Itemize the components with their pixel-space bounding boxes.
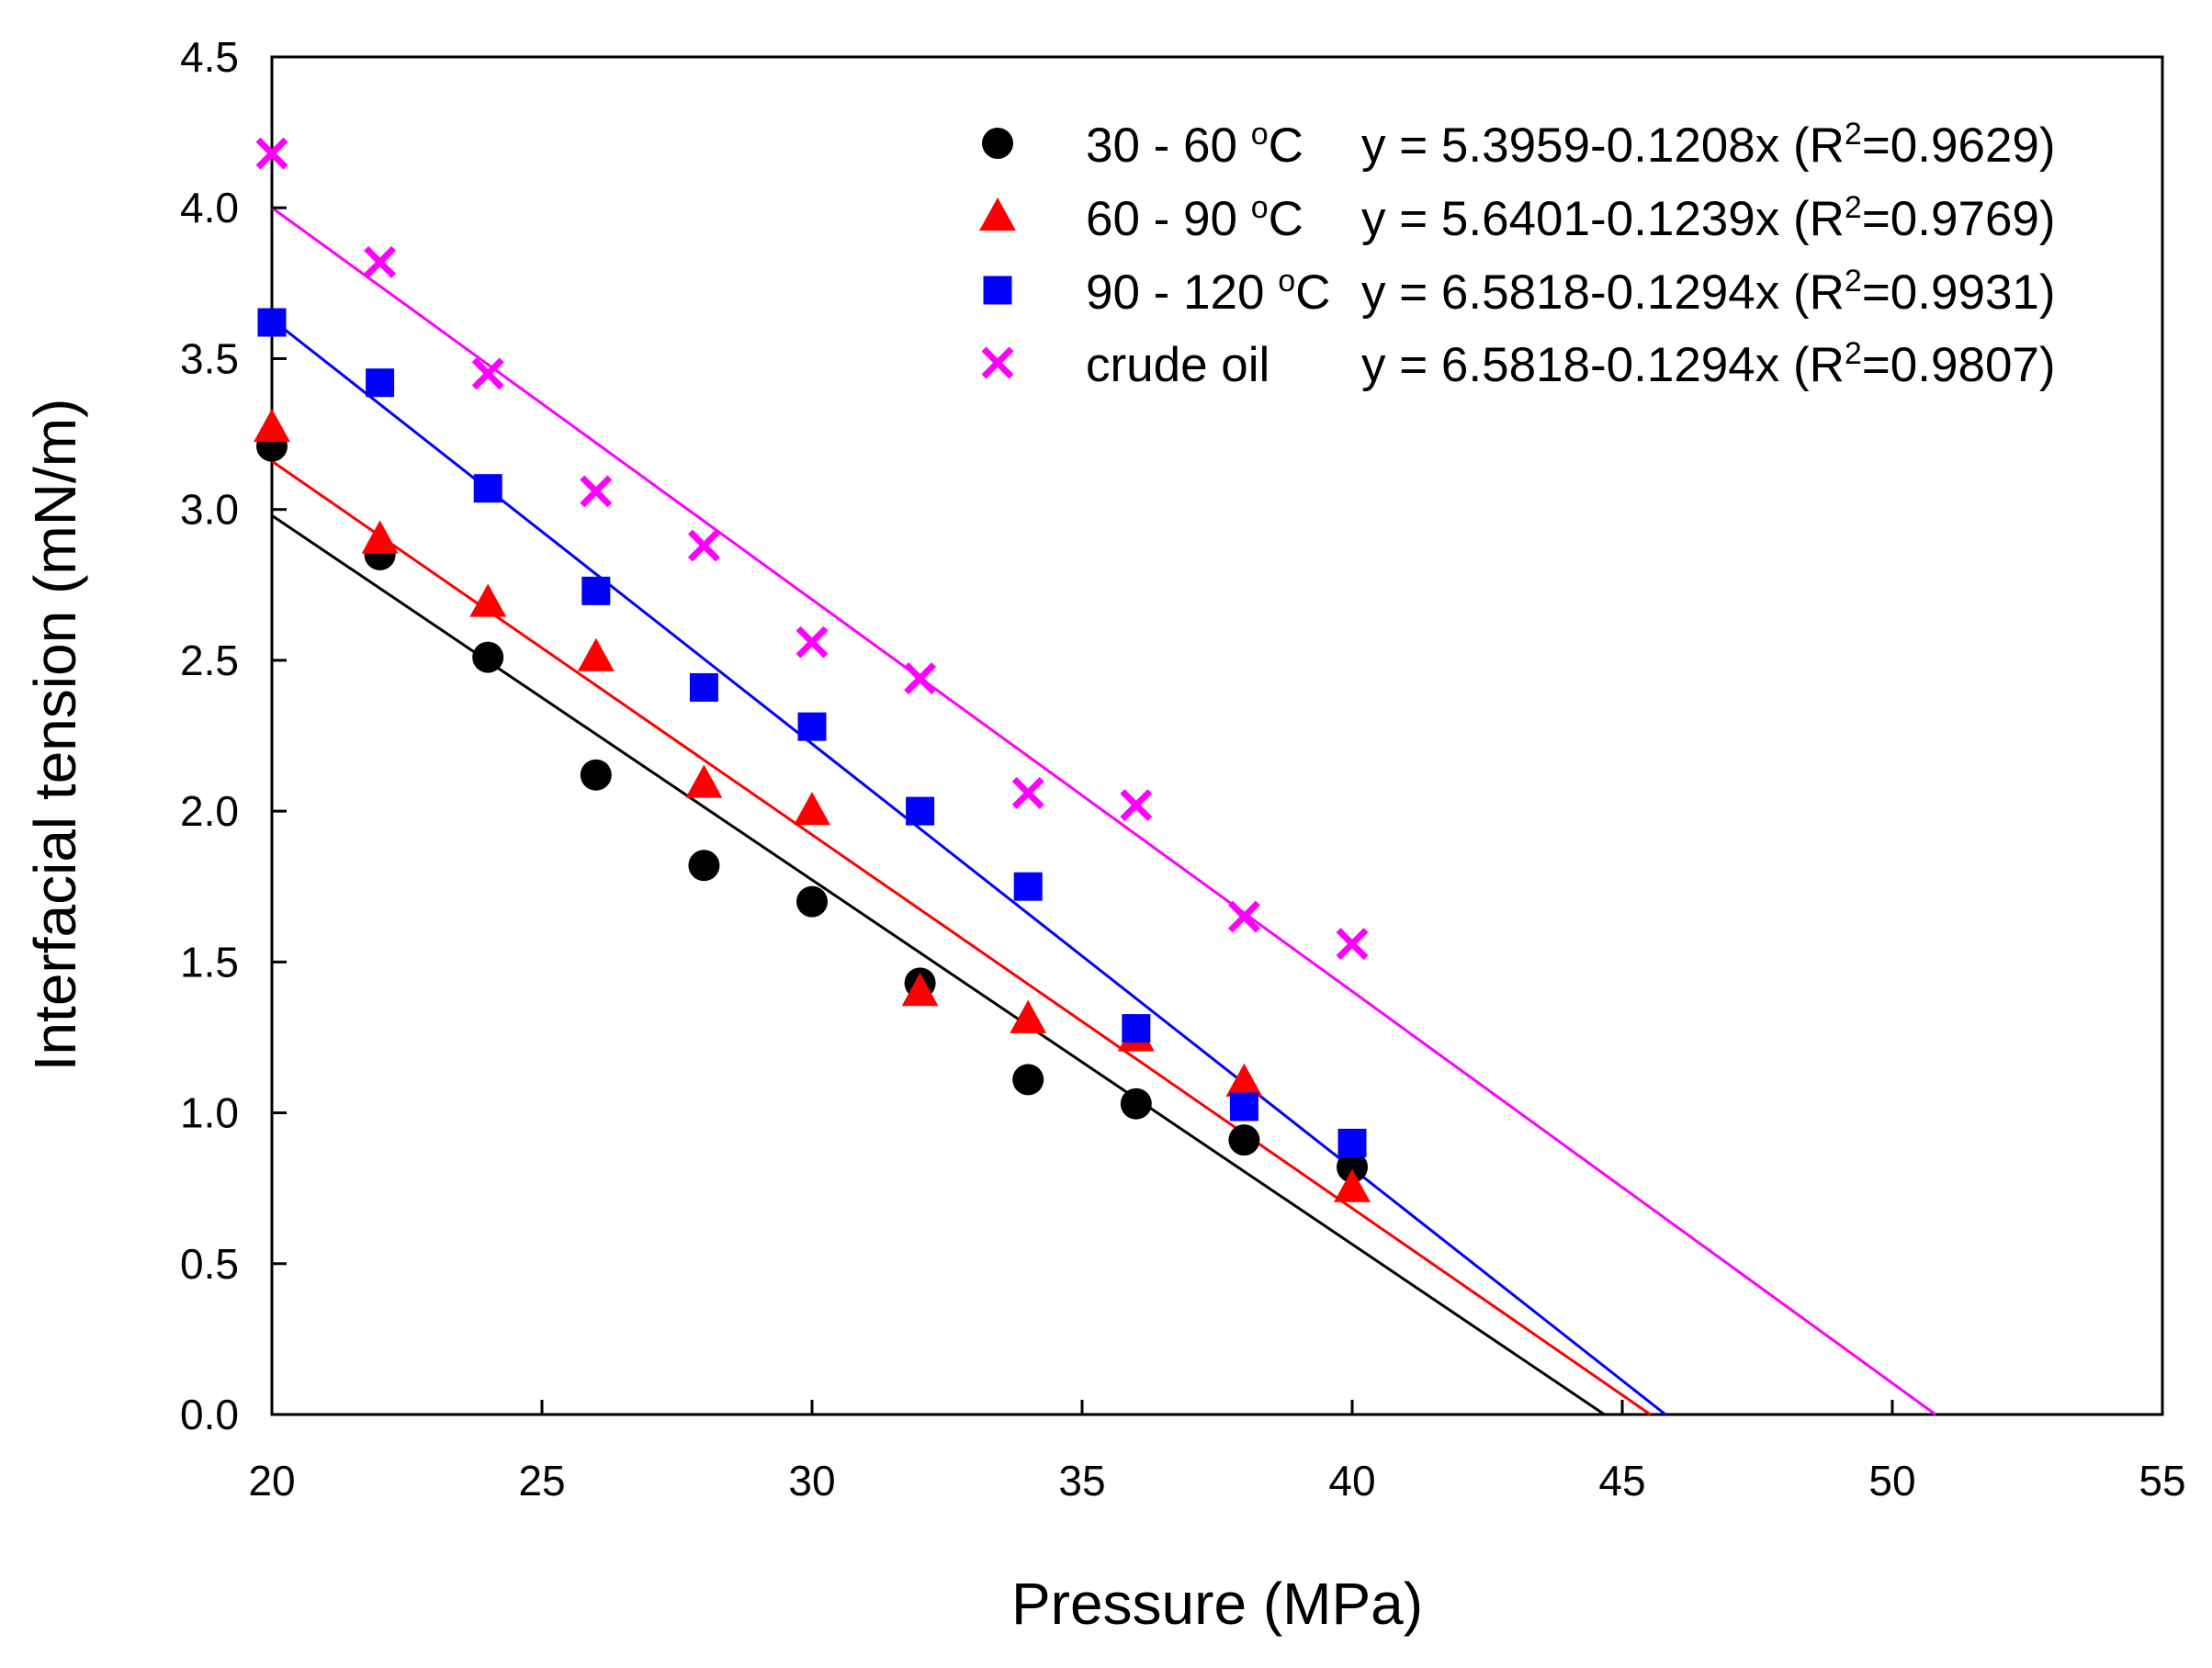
data-point [796, 885, 828, 918]
data-point [469, 583, 507, 617]
legend-marker [979, 197, 1016, 231]
data-point [1010, 999, 1047, 1033]
plot-frame [270, 55, 2164, 1416]
data-point [685, 764, 723, 798]
y-tick-label: 0.0 [180, 1391, 239, 1438]
data-point [1337, 1151, 1368, 1183]
data-point [1012, 1064, 1044, 1096]
data-point [1120, 789, 1153, 822]
data-point [1228, 1124, 1260, 1156]
x-tick-label: 25 [518, 1457, 565, 1505]
y-tick-label: 3.5 [180, 334, 239, 382]
legend-label: crude oil [1086, 338, 1270, 392]
data-point [254, 408, 290, 443]
x-tick-label: 50 [1868, 1457, 1915, 1505]
data-point [472, 641, 504, 673]
legend-marker [982, 128, 1013, 159]
y-tick-label: 4.5 [180, 33, 239, 81]
y-axis-ticks: 0.0 0.5 1.0 1.5 2.0 2.5 3.0 3.5 4.0 4.5 [180, 33, 287, 1438]
legend: 30 - 60 oC y = 5.3959-0.1208x (R2=0.9629)… [979, 117, 2056, 392]
data-point [1225, 1063, 1263, 1097]
x-tick-label: 45 [1598, 1457, 1645, 1505]
data-point [257, 308, 287, 337]
y-tick-label: 0.5 [180, 1240, 239, 1288]
fit-line [271, 513, 1606, 1416]
y-tick-label: 4.0 [180, 184, 239, 231]
legend-equation: y = 5.3959-0.1208x (R2=0.9629) [1361, 117, 2056, 173]
data-point [797, 712, 827, 741]
data-point [1227, 900, 1260, 933]
data-point [361, 520, 399, 554]
x-tick-label: 20 [248, 1457, 295, 1505]
data-point [904, 662, 937, 695]
fit-line [271, 207, 1936, 1416]
y-tick-label: 2.5 [180, 637, 239, 684]
legend-equation: y = 6.5818-0.1294x (R2=0.9807) [1361, 336, 2056, 392]
fit-line [271, 318, 1666, 1416]
legend-label: 60 - 90 oC [1086, 190, 1304, 246]
legend-label: 90 - 120 oC [1086, 264, 1330, 320]
x-tick-label: 40 [1328, 1457, 1375, 1505]
data-point [580, 475, 613, 508]
data-point [471, 357, 504, 390]
x-tick-label: 55 [2139, 1457, 2185, 1505]
data-point [580, 759, 612, 791]
data-point [794, 792, 830, 826]
data-point [1013, 872, 1043, 901]
data-point [255, 137, 288, 170]
data-point [364, 245, 397, 278]
y-tick-label: 2.0 [180, 787, 239, 835]
data-point [366, 368, 395, 398]
legend-marker [983, 276, 1012, 305]
data-point [1122, 1014, 1151, 1043]
data-point [1120, 1088, 1152, 1120]
data-point [901, 973, 939, 1007]
data-point [1337, 1128, 1367, 1157]
data-point [688, 850, 720, 882]
fit-lines [271, 207, 1936, 1416]
x-tick-label: 35 [1058, 1457, 1105, 1505]
data-point [1011, 776, 1044, 809]
data-point [906, 796, 935, 826]
data-point [1336, 928, 1369, 961]
data-point [687, 529, 720, 562]
y-tick-label: 1.5 [180, 938, 239, 986]
x-tick-label: 30 [788, 1457, 835, 1505]
x-axis-title: Pressure (MPa) [1011, 1571, 1423, 1637]
fit-line [271, 459, 1652, 1416]
data-point [1334, 1168, 1371, 1202]
x-axis-ticks: 20 25 30 35 40 45 50 55 [248, 1400, 2186, 1505]
data-point [577, 637, 615, 671]
legend-marker [981, 346, 1014, 379]
y-tick-label: 1.0 [180, 1089, 239, 1137]
legend-equation: y = 6.5818-0.1294x (R2=0.9931) [1361, 264, 2056, 320]
data-point [796, 626, 829, 659]
y-axis-title: Interfacial tension (mN/m) [22, 399, 88, 1072]
y-tick-label: 3.0 [180, 486, 239, 534]
data-markers [254, 137, 1371, 1202]
data-point [689, 672, 718, 702]
data-point [473, 474, 502, 503]
data-point [1229, 1092, 1258, 1121]
data-point [581, 576, 611, 605]
legend-equation: y = 5.6401-0.1239x (R2=0.9769) [1361, 190, 2056, 246]
legend-label: 30 - 60 oC [1086, 117, 1304, 173]
